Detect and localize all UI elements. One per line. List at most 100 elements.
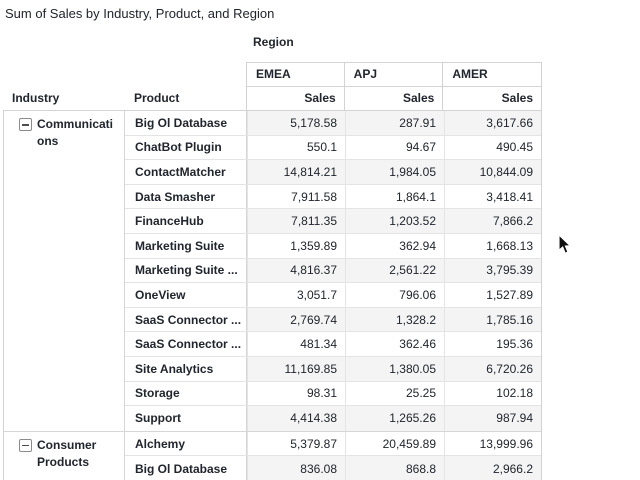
sales-value-cell[interactable]: 195.36	[444, 332, 541, 356]
product-cell[interactable]: Alchemy	[125, 431, 247, 456]
sales-value-cell[interactable]: 1,527.89	[444, 283, 541, 307]
row-axis-label-product: Product	[134, 91, 180, 105]
measure-header-sales[interactable]: Sales	[442, 87, 541, 110]
sales-value-cell[interactable]: 868.8	[345, 456, 444, 480]
table-row[interactable]: Big Ol Database 836.08 868.8 2,966.2	[125, 456, 541, 480]
sales-value-cell[interactable]: 1,785.16	[444, 307, 541, 332]
sales-value-cell[interactable]: 102.18	[444, 381, 541, 406]
sales-value-cell[interactable]: 7,911.58	[247, 184, 345, 209]
region-header-row: EMEA APJ AMER	[246, 62, 542, 87]
sales-value-cell[interactable]: 1,984.05	[345, 160, 444, 184]
industry-group: Consumer Products Alchemy 5,379.87 20,459.8…	[4, 431, 541, 480]
product-cell[interactable]: Marketing Suite	[125, 233, 247, 258]
minus-glyph	[22, 444, 29, 447]
sales-value-cell[interactable]: 4,816.37	[247, 258, 345, 283]
sales-value-cell[interactable]: 987.94	[444, 406, 541, 431]
sales-value-cell[interactable]: 5,379.87	[247, 431, 345, 456]
mouse-cursor	[558, 234, 572, 254]
sales-value-cell[interactable]: 3,795.39	[444, 258, 541, 283]
table-row[interactable]: Data Smasher 7,911.58 1,864.1 3,418.41	[125, 184, 541, 210]
table-row[interactable]: OneView 3,051.7 796.06 1,527.89	[125, 283, 541, 308]
table-row[interactable]: Storage 98.31 25.25 102.18	[125, 381, 541, 407]
sales-value-cell[interactable]: 7,811.35	[247, 209, 345, 233]
table-row[interactable]: ContactMatcher 14,814.21 1,984.05 10,844.09	[125, 160, 541, 185]
pivot-data-area: Communications Big Ol Database 5,178.58 287…	[3, 110, 542, 480]
product-cell[interactable]: Storage	[125, 381, 247, 406]
row-axis-label-industry: Industry	[12, 91, 60, 105]
product-cell[interactable]: Support	[125, 406, 247, 431]
sales-value-cell[interactable]: 10,844.09	[444, 160, 541, 184]
sales-value-cell[interactable]: 14,814.21	[247, 160, 345, 184]
collapse-minus-icon[interactable]	[19, 438, 32, 452]
sales-value-cell[interactable]: 796.06	[345, 283, 444, 307]
industry-name: Communications	[37, 117, 114, 148]
sales-value-cell[interactable]: 1,265.26	[345, 406, 444, 431]
sales-value-cell[interactable]: 490.45	[444, 135, 541, 160]
sales-value-cell[interactable]: 1,864.1	[345, 184, 444, 209]
table-row[interactable]: Site Analytics 11,169.85 1,380.05 6,720.26	[125, 356, 541, 382]
sales-value-cell[interactable]: 94.67	[345, 135, 444, 160]
sales-value-cell[interactable]: 3,617.66	[444, 111, 541, 135]
sales-value-cell[interactable]: 25.25	[345, 381, 444, 406]
sales-value-cell[interactable]: 3,051.7	[247, 283, 345, 307]
sales-value-cell[interactable]: 2,561.22	[345, 258, 444, 283]
sales-value-cell[interactable]: 3,418.41	[444, 184, 541, 209]
product-cell[interactable]: Big Ol Database	[125, 456, 247, 480]
table-row[interactable]: FinanceHub 7,811.35 1,203.52 7,866.2	[125, 209, 541, 234]
sales-value-cell[interactable]: 7,866.2	[444, 209, 541, 233]
sales-value-cell[interactable]: 6,720.26	[444, 356, 541, 381]
product-cell[interactable]: Marketing Suite ...	[125, 258, 247, 283]
measure-header-sales[interactable]: Sales	[246, 87, 344, 110]
sales-value-cell[interactable]: 2,769.74	[247, 307, 345, 332]
table-row[interactable]: SaaS Connector ... 481.34 362.46 195.36	[125, 332, 541, 357]
product-cell[interactable]: Site Analytics	[125, 356, 247, 381]
product-cell[interactable]: ChatBot Plugin	[125, 135, 247, 160]
column-axis-label: Region	[253, 35, 294, 49]
sales-value-cell[interactable]: 550.1	[247, 135, 345, 160]
table-row[interactable]: Marketing Suite ... 4,816.37 2,561.22 3,795…	[125, 258, 541, 284]
sales-value-cell[interactable]: 2,966.2	[444, 456, 541, 480]
sales-value-cell[interactable]: 11,169.85	[247, 356, 345, 381]
product-cell[interactable]: ContactMatcher	[125, 160, 247, 184]
visual-title: Sum of Sales by Industry, Product, and R…	[5, 6, 275, 21]
product-cell[interactable]: SaaS Connector ...	[125, 332, 247, 356]
table-row[interactable]: ChatBot Plugin 550.1 94.67 490.45	[125, 135, 541, 161]
sales-value-cell[interactable]: 362.94	[345, 233, 444, 258]
product-cell[interactable]: SaaS Connector ...	[125, 307, 247, 332]
product-cell[interactable]: FinanceHub	[125, 209, 247, 233]
sales-value-cell[interactable]: 362.46	[345, 332, 444, 356]
sales-value-cell[interactable]: 481.34	[247, 332, 345, 356]
table-row[interactable]: Alchemy 5,379.87 20,459.89 13,999.96	[125, 431, 541, 457]
sales-value-cell[interactable]: 1,328.2	[345, 307, 444, 332]
minus-glyph	[22, 124, 29, 126]
industry-name: Consumer Products	[37, 437, 97, 469]
region-header-amer[interactable]: AMER	[442, 62, 542, 87]
product-rows: Big Ol Database 5,178.58 287.91 3,617.66 Cha…	[125, 111, 541, 431]
sales-value-cell[interactable]: 13,999.96	[444, 431, 541, 456]
measure-header-sales[interactable]: Sales	[343, 87, 443, 110]
sales-value-cell[interactable]: 836.08	[247, 456, 345, 480]
sales-value-cell[interactable]: 1,380.05	[345, 356, 444, 381]
sales-value-cell[interactable]: 1,203.52	[345, 209, 444, 233]
industry-cell[interactable]: Communications	[4, 111, 125, 431]
region-header-emea[interactable]: EMEA	[246, 62, 344, 87]
industry-cell[interactable]: Consumer Products	[4, 431, 125, 480]
table-row[interactable]: Big Ol Database 5,178.58 287.91 3,617.66	[125, 111, 541, 136]
product-cell[interactable]: OneView	[125, 283, 247, 307]
sales-value-cell[interactable]: 20,459.89	[345, 431, 444, 456]
sales-value-cell[interactable]: 98.31	[247, 381, 345, 406]
sales-value-cell[interactable]: 4,414.38	[247, 406, 345, 431]
sales-value-cell[interactable]: 287.91	[345, 111, 444, 135]
collapse-minus-icon[interactable]	[19, 118, 32, 131]
sales-value-cell[interactable]: 5,178.58	[247, 111, 345, 135]
product-cell[interactable]: Data Smasher	[125, 184, 247, 209]
region-header-apj[interactable]: APJ	[343, 62, 443, 87]
sales-value-cell[interactable]: 1,359.89	[247, 233, 345, 258]
product-cell[interactable]: Big Ol Database	[125, 111, 247, 135]
sales-value-cell[interactable]: 1,668.13	[444, 233, 541, 258]
table-row[interactable]: Marketing Suite 1,359.89 362.94 1,668.13	[125, 233, 541, 259]
table-row[interactable]: SaaS Connector ... 2,769.74 1,328.2 1,785.1…	[125, 307, 541, 333]
product-rows: Alchemy 5,379.87 20,459.89 13,999.96 Big Ol …	[125, 431, 541, 480]
table-row[interactable]: Support 4,414.38 1,265.26 987.94	[125, 406, 541, 431]
